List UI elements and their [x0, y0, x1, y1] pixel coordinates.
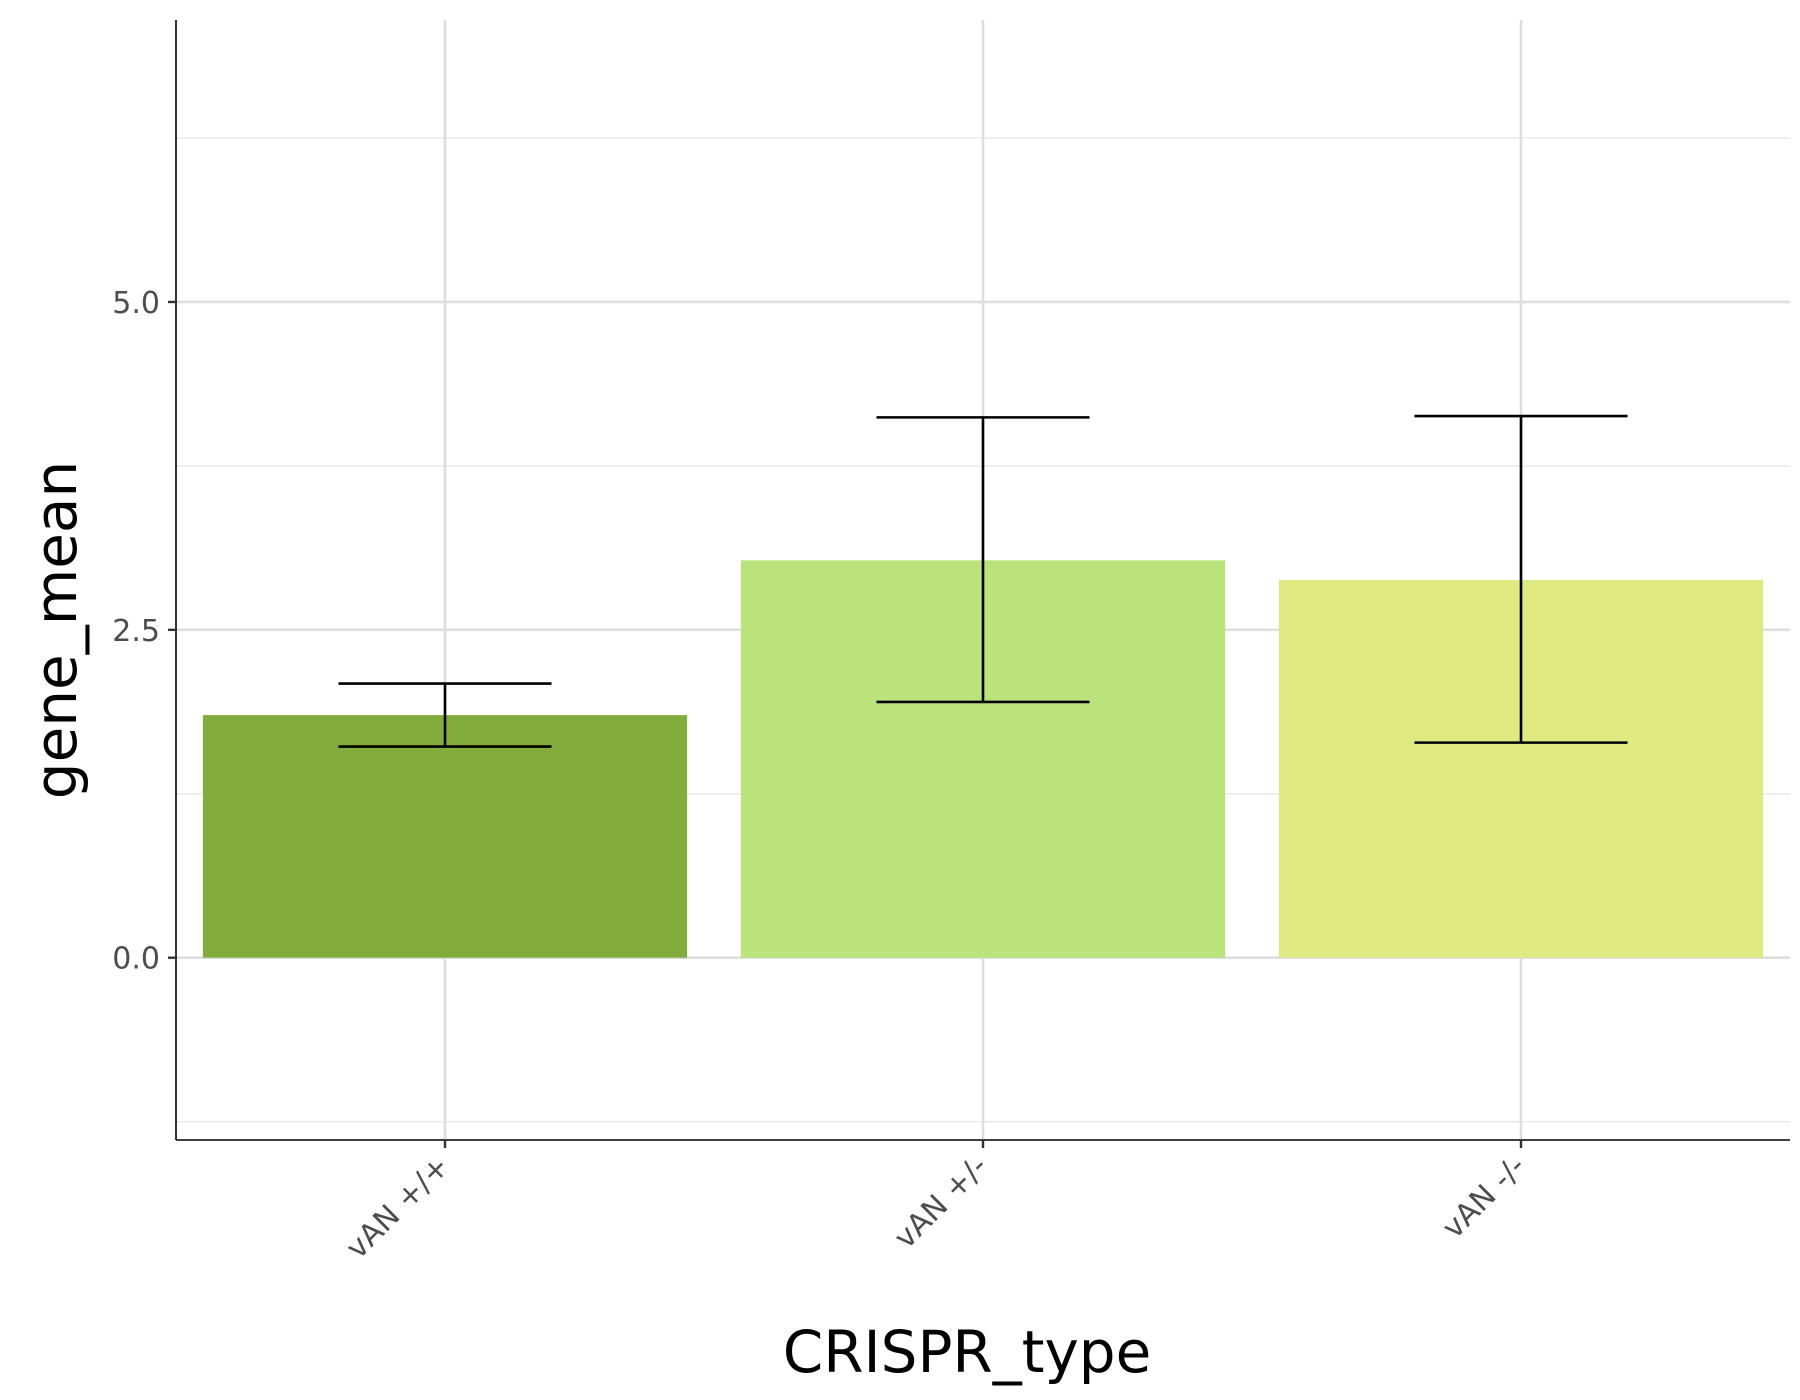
- error-bar-0: [338, 682, 552, 748]
- bar-0: [202, 715, 688, 958]
- y-tick-label-0: 0.0: [112, 942, 160, 977]
- error-bars: [338, 414, 1628, 748]
- error-bar-2: [1414, 414, 1628, 744]
- y-tick-label-1: 2.5: [112, 614, 160, 649]
- y-axis-title: gene_mean: [22, 461, 90, 799]
- error-bar-1: [876, 416, 1090, 704]
- y-tick-label-2: 5.0: [112, 286, 160, 321]
- x-axis-title: CRISPR_type: [783, 1318, 1152, 1386]
